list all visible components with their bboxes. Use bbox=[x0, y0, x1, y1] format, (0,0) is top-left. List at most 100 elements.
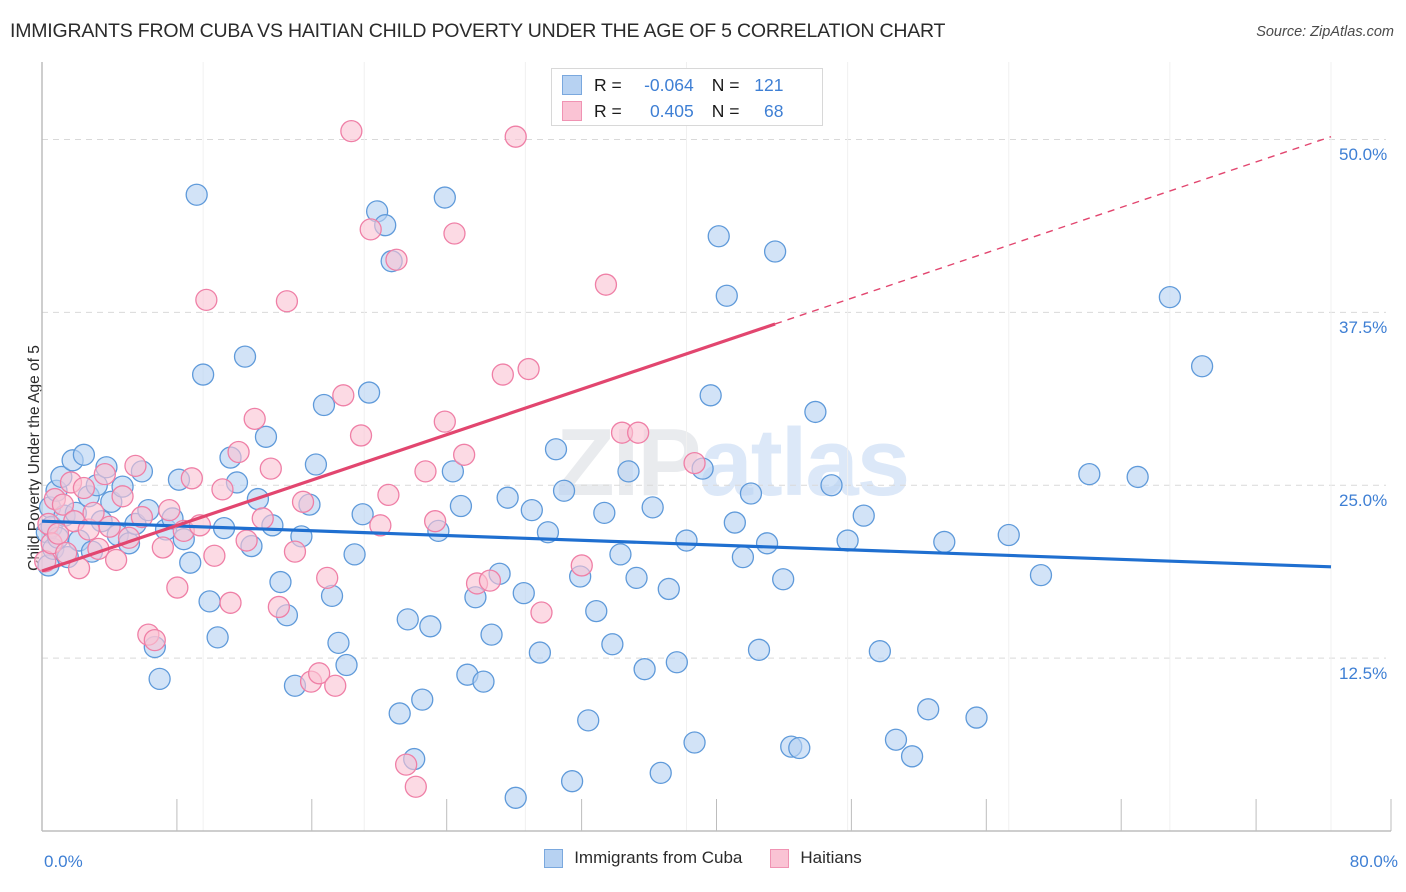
scatter-point bbox=[755, 532, 779, 555]
r-label-blue: R = bbox=[594, 74, 622, 95]
scatter-point bbox=[772, 568, 795, 591]
axis-ticks bbox=[41, 799, 1392, 831]
scatter-point bbox=[1078, 463, 1101, 486]
scatter-point bbox=[130, 505, 154, 529]
scatter-point bbox=[593, 501, 616, 525]
scatter-point bbox=[206, 626, 229, 649]
stats-legend-row-pink: R = 0.405 N = 68 bbox=[562, 98, 783, 124]
scatter-point bbox=[198, 590, 221, 613]
scatter-point bbox=[852, 504, 875, 527]
scatter-point bbox=[349, 424, 373, 447]
scatter-point bbox=[195, 288, 218, 312]
y-tick-label: 12.5% bbox=[1339, 664, 1388, 684]
series-legend-item-haitians[interactable]: Haitians bbox=[770, 848, 862, 868]
stats-legend: R = -0.064 N = 121 R = 0.405 N = 68 bbox=[551, 68, 823, 126]
scatter-point bbox=[312, 393, 336, 417]
scatter-point bbox=[124, 454, 147, 478]
r-value-blue: -0.064 bbox=[644, 74, 694, 95]
scatter-point bbox=[283, 540, 307, 563]
scatter-point bbox=[530, 601, 553, 624]
scatter-point bbox=[715, 284, 738, 307]
scatter-point bbox=[1029, 563, 1053, 587]
scatter-point bbox=[617, 460, 640, 483]
scatter-point bbox=[385, 248, 408, 271]
scatter-point bbox=[411, 688, 434, 711]
scatter-point bbox=[72, 476, 96, 500]
series-legend-label-immigrants-from-cuba: Immigrants from Cuba bbox=[574, 848, 743, 867]
scatter-point bbox=[51, 493, 75, 516]
scatter-point bbox=[997, 523, 1020, 547]
scatter-series-immigrants-from-cuba bbox=[35, 183, 1214, 809]
scatter-point bbox=[496, 486, 519, 509]
scatter-point bbox=[1158, 285, 1182, 309]
scatter-point bbox=[143, 628, 166, 652]
scatter-point bbox=[191, 363, 215, 386]
series-legend-label-haitians: Haitians bbox=[800, 848, 862, 867]
trend-line-dashed bbox=[774, 136, 1332, 325]
scatter-point bbox=[351, 503, 374, 526]
n-label-blue: N = bbox=[711, 74, 740, 95]
scatter-point bbox=[235, 529, 258, 552]
scatter-point bbox=[332, 384, 355, 407]
series-legend-swatch-haitians bbox=[770, 848, 790, 868]
source-attribution: Source: ZipAtlas.com bbox=[1256, 24, 1394, 40]
scatter-point bbox=[251, 507, 274, 530]
scatter-point bbox=[158, 498, 181, 522]
scatter-point bbox=[93, 463, 116, 486]
scatter-point bbox=[649, 761, 672, 785]
scatter-point bbox=[641, 496, 664, 519]
scatter-point bbox=[357, 381, 381, 404]
scatter-point bbox=[185, 183, 208, 206]
scatter-point bbox=[933, 530, 956, 554]
scatter-point bbox=[504, 786, 527, 809]
scatter-point bbox=[275, 290, 299, 313]
scatter-point bbox=[804, 400, 827, 424]
scatter-point bbox=[441, 460, 465, 483]
scatter-point bbox=[517, 357, 540, 381]
scatter-point bbox=[369, 514, 392, 537]
scatter-point bbox=[203, 544, 226, 567]
n-label-pink: N = bbox=[711, 100, 740, 121]
scatter-point bbox=[1126, 465, 1149, 489]
scatter-point bbox=[699, 384, 722, 407]
scatter-point bbox=[243, 407, 266, 430]
scatter-point bbox=[104, 548, 128, 572]
scatter-point bbox=[267, 595, 291, 619]
legend-swatch-immigrants-from-cuba bbox=[562, 75, 582, 95]
scatter-point bbox=[359, 218, 382, 241]
trend-line-solid bbox=[41, 519, 1332, 569]
trend-lines bbox=[41, 136, 1332, 573]
scatter-point bbox=[72, 443, 96, 466]
scatter-point bbox=[304, 453, 328, 476]
scatter-point bbox=[449, 494, 473, 518]
scatter-point bbox=[594, 273, 618, 296]
n-value-blue: 121 bbox=[754, 74, 784, 95]
scatter-point bbox=[601, 633, 624, 656]
scatter-point bbox=[577, 709, 600, 732]
scatter-point bbox=[747, 638, 771, 661]
gridlines bbox=[42, 62, 1386, 831]
scatter-point bbox=[965, 706, 988, 729]
scatter-point bbox=[433, 410, 456, 433]
scatter-point bbox=[443, 222, 466, 245]
scatter-point bbox=[763, 240, 787, 263]
scatter-point bbox=[111, 485, 134, 508]
scatter-point bbox=[1190, 355, 1214, 378]
scatter-point bbox=[269, 570, 292, 594]
scatter-point bbox=[520, 498, 543, 522]
n-value-pink: 68 bbox=[764, 100, 784, 121]
scatter-point bbox=[900, 745, 924, 768]
scatter-point bbox=[404, 775, 427, 798]
scatter-point bbox=[683, 451, 706, 475]
scatter-point bbox=[560, 770, 584, 793]
scatter-point bbox=[675, 529, 698, 552]
scatter-point bbox=[480, 623, 503, 646]
scatter-point bbox=[788, 736, 811, 760]
series-legend-item-immigrants-from-cuba[interactable]: Immigrants from Cuba bbox=[544, 848, 742, 868]
scatter-point bbox=[335, 653, 358, 677]
x-tick-label-min: 0.0% bbox=[44, 852, 83, 871]
scatter-point bbox=[433, 186, 456, 209]
scatter-point bbox=[609, 543, 632, 566]
stats-legend-row-blue: R = -0.064 N = 121 bbox=[562, 72, 783, 98]
